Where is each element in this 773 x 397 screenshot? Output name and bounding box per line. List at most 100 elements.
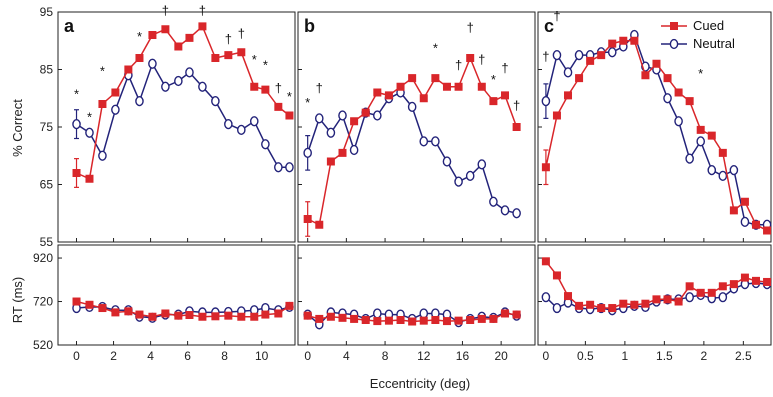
data-point-square [552, 111, 561, 120]
significance-marker: * [287, 89, 292, 104]
significance-marker: † [513, 98, 520, 113]
data-point-circle [285, 162, 294, 173]
data-point-square [512, 310, 521, 319]
panel-frame [537, 244, 772, 346]
data-point-square [501, 309, 510, 318]
data-point-circle [489, 196, 498, 207]
series-cued [541, 257, 772, 313]
significance-marker: † [275, 81, 282, 96]
x-tick-label: 12 [417, 349, 431, 363]
data-point-square [454, 82, 463, 91]
data-point-square [261, 85, 270, 94]
data-point-square [326, 157, 335, 166]
data-point-square [361, 108, 370, 117]
data-point-circle [685, 153, 694, 164]
significance-marker: * [698, 66, 703, 81]
data-point-square [541, 163, 550, 172]
y-tick-label: 65 [40, 178, 54, 192]
data-point-square [431, 74, 440, 83]
y-tick-label: 95 [40, 5, 54, 19]
data-point-square [586, 56, 595, 65]
data-point-square [512, 123, 521, 131]
data-point-square [597, 51, 606, 60]
data-point-square [303, 215, 312, 223]
series-line [76, 61, 290, 169]
data-point-square [608, 304, 617, 313]
significance-marker: † [162, 3, 169, 18]
significance-marker: † [225, 32, 232, 47]
data-point-circle [563, 67, 573, 78]
data-point-square [641, 71, 650, 80]
data-point-circle [274, 162, 283, 173]
data-point-square [326, 312, 335, 321]
data-point-square [185, 33, 194, 42]
data-point-circle [338, 110, 347, 121]
x-tick-label: 16 [456, 349, 470, 363]
data-point-square [419, 316, 428, 325]
x-tick-label: 4 [147, 349, 154, 363]
significance-marker: * [252, 52, 257, 67]
data-point-square [718, 148, 727, 157]
x-axis-title-eccentricity: Eccentricity (deg) [370, 376, 470, 391]
data-point-square [707, 131, 716, 140]
data-point-square [652, 59, 661, 68]
panel-letter-c: c [544, 16, 554, 36]
data-point-circle [224, 119, 233, 130]
series-neutral [72, 58, 294, 173]
significance-marker: † [542, 49, 549, 64]
data-point-square [85, 174, 94, 183]
x-tick-label: 20 [494, 349, 508, 363]
data-point-square [501, 91, 510, 100]
data-point-circle [211, 96, 220, 107]
data-point-circle [541, 96, 551, 107]
panel-frame [297, 11, 536, 243]
data-point-circle [148, 58, 157, 69]
data-point-square [663, 74, 672, 83]
data-point-circle [111, 104, 120, 115]
data-point-square [663, 295, 672, 304]
data-point-square [124, 65, 133, 74]
data-point-square [198, 312, 207, 321]
data-point-square [597, 304, 606, 313]
data-point-square [315, 220, 324, 229]
significance-marker: † [455, 58, 462, 73]
data-point-square [674, 297, 683, 306]
panel-letter-a: a [64, 16, 75, 36]
legend-label-cued: Cued [693, 18, 724, 33]
significance-marker: * [433, 40, 438, 55]
data-point-square [303, 311, 312, 320]
data-point-square [477, 82, 486, 91]
y-tick-label: 720 [33, 295, 53, 309]
data-point-square [489, 97, 498, 106]
y-tick-label: 520 [33, 338, 53, 352]
significance-marker: * [100, 63, 105, 78]
data-point-circle [326, 127, 336, 138]
x-tick-label: 2 [110, 349, 117, 363]
data-point-circle [431, 136, 440, 147]
y-tick-label: 55 [40, 235, 54, 249]
data-point-circle [419, 136, 429, 147]
data-point-square [751, 276, 760, 285]
significance-marker: † [238, 26, 245, 41]
data-point-square [674, 88, 683, 97]
data-point-square [174, 311, 183, 320]
data-point-square [740, 273, 749, 282]
data-point-square [763, 277, 772, 286]
x-tick-label: 0.5 [577, 349, 594, 363]
data-point-circle [454, 176, 463, 187]
y-tick-label: 85 [40, 63, 54, 77]
series-cued [72, 297, 294, 321]
data-point-circle [685, 292, 694, 303]
data-point-circle [349, 144, 359, 156]
data-point-square [338, 313, 347, 322]
panel-b-rt: 0 4 8 12 16 20 [297, 244, 536, 363]
data-point-square [250, 82, 259, 91]
data-point-square [384, 91, 393, 100]
data-point-square [384, 316, 393, 325]
data-point-square [224, 51, 233, 60]
data-point-circle [552, 50, 562, 61]
data-point-circle [729, 165, 739, 176]
data-point-square [285, 301, 294, 310]
data-point-square [237, 48, 246, 57]
